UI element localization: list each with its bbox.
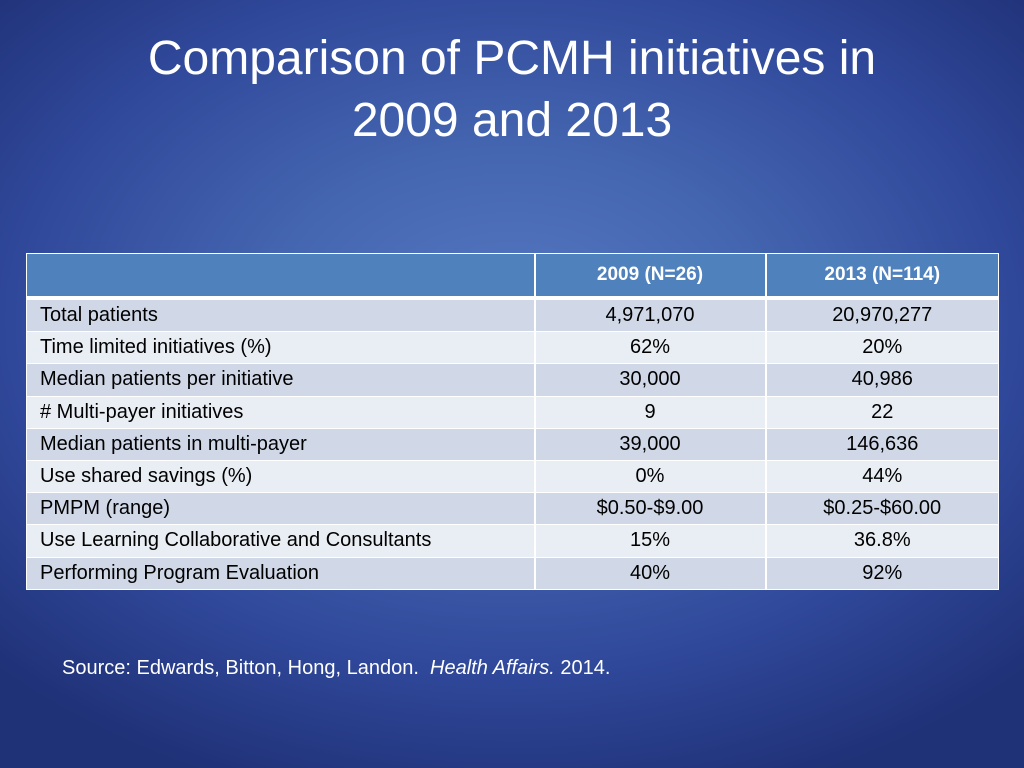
row-label: Median patients per initiative [26,363,536,397]
row-label: Median patients in multi-payer [26,428,536,461]
source-journal: Health Affairs. [430,657,555,679]
header-cell-2009: 2009 (N=26) [534,253,767,300]
value-2013: 20% [765,331,999,365]
table-row: Median patients in multi-payer 39,000 14… [26,428,999,461]
row-label: Use Learning Collaborative and Consultan… [26,524,536,558]
value-2009: 30,000 [534,363,767,397]
table-row: Median patients per initiative 30,000 40… [26,363,999,397]
row-label: PMPM (range) [26,492,536,526]
value-2009: 39,000 [534,428,767,461]
slide-title-line-1: Comparison of PCMH initiatives in [147,32,877,85]
value-2009: 62% [534,331,767,365]
table-row: Time limited initiatives (%) 62% 20% [26,331,999,365]
value-2009: 4,971,070 [534,298,767,333]
value-2009: 9 [534,396,767,429]
value-2013: 44% [765,460,999,494]
row-label: # Multi-payer initiatives [26,396,536,429]
comparison-table: 2009 (N=26) 2013 (N=114) Total patients … [26,253,999,590]
value-2013: $0.25-$60.00 [765,492,999,526]
table-row: Use Learning Collaborative and Consultan… [26,524,999,558]
table-row: Use shared savings (%) 0% 44% [26,460,999,494]
value-2009: 40% [534,557,767,590]
table-row: Performing Program Evaluation 40% 92% [26,557,999,590]
row-label: Performing Program Evaluation [26,557,536,590]
value-2013: 146,636 [765,428,999,461]
source-year: 2014. [554,657,611,679]
value-2009: 0% [534,460,767,494]
row-label: Total patients [26,298,536,333]
value-2009: $0.50-$9.00 [534,492,767,526]
slide-title: Comparison of PCMH initiatives in 2009 a… [60,28,964,152]
row-label: Use shared savings (%) [26,460,536,494]
value-2013: 36.8% [765,524,999,558]
slide-title-line-2: 2009 and 2013 [351,94,673,147]
header-cell-metric [26,253,536,300]
source-citation: Source: Edwards, Bitton, Hong, Landon. H… [62,657,610,680]
table-row: # Multi-payer initiatives 9 22 [26,396,999,429]
value-2009: 15% [534,524,767,558]
value-2013: 20,970,277 [765,298,999,333]
value-2013: 22 [765,396,999,429]
header-cell-2013: 2013 (N=114) [765,253,999,300]
source-prefix: Source: Edwards, Bitton, Hong, Landon. [62,657,430,679]
value-2013: 40,986 [765,363,999,397]
table-row: PMPM (range) $0.50-$9.00 $0.25-$60.00 [26,492,999,526]
table-header-row: 2009 (N=26) 2013 (N=114) [26,253,999,300]
table-row: Total patients 4,971,070 20,970,277 [26,298,999,333]
value-2013: 92% [765,557,999,590]
row-label: Time limited initiatives (%) [26,331,536,365]
